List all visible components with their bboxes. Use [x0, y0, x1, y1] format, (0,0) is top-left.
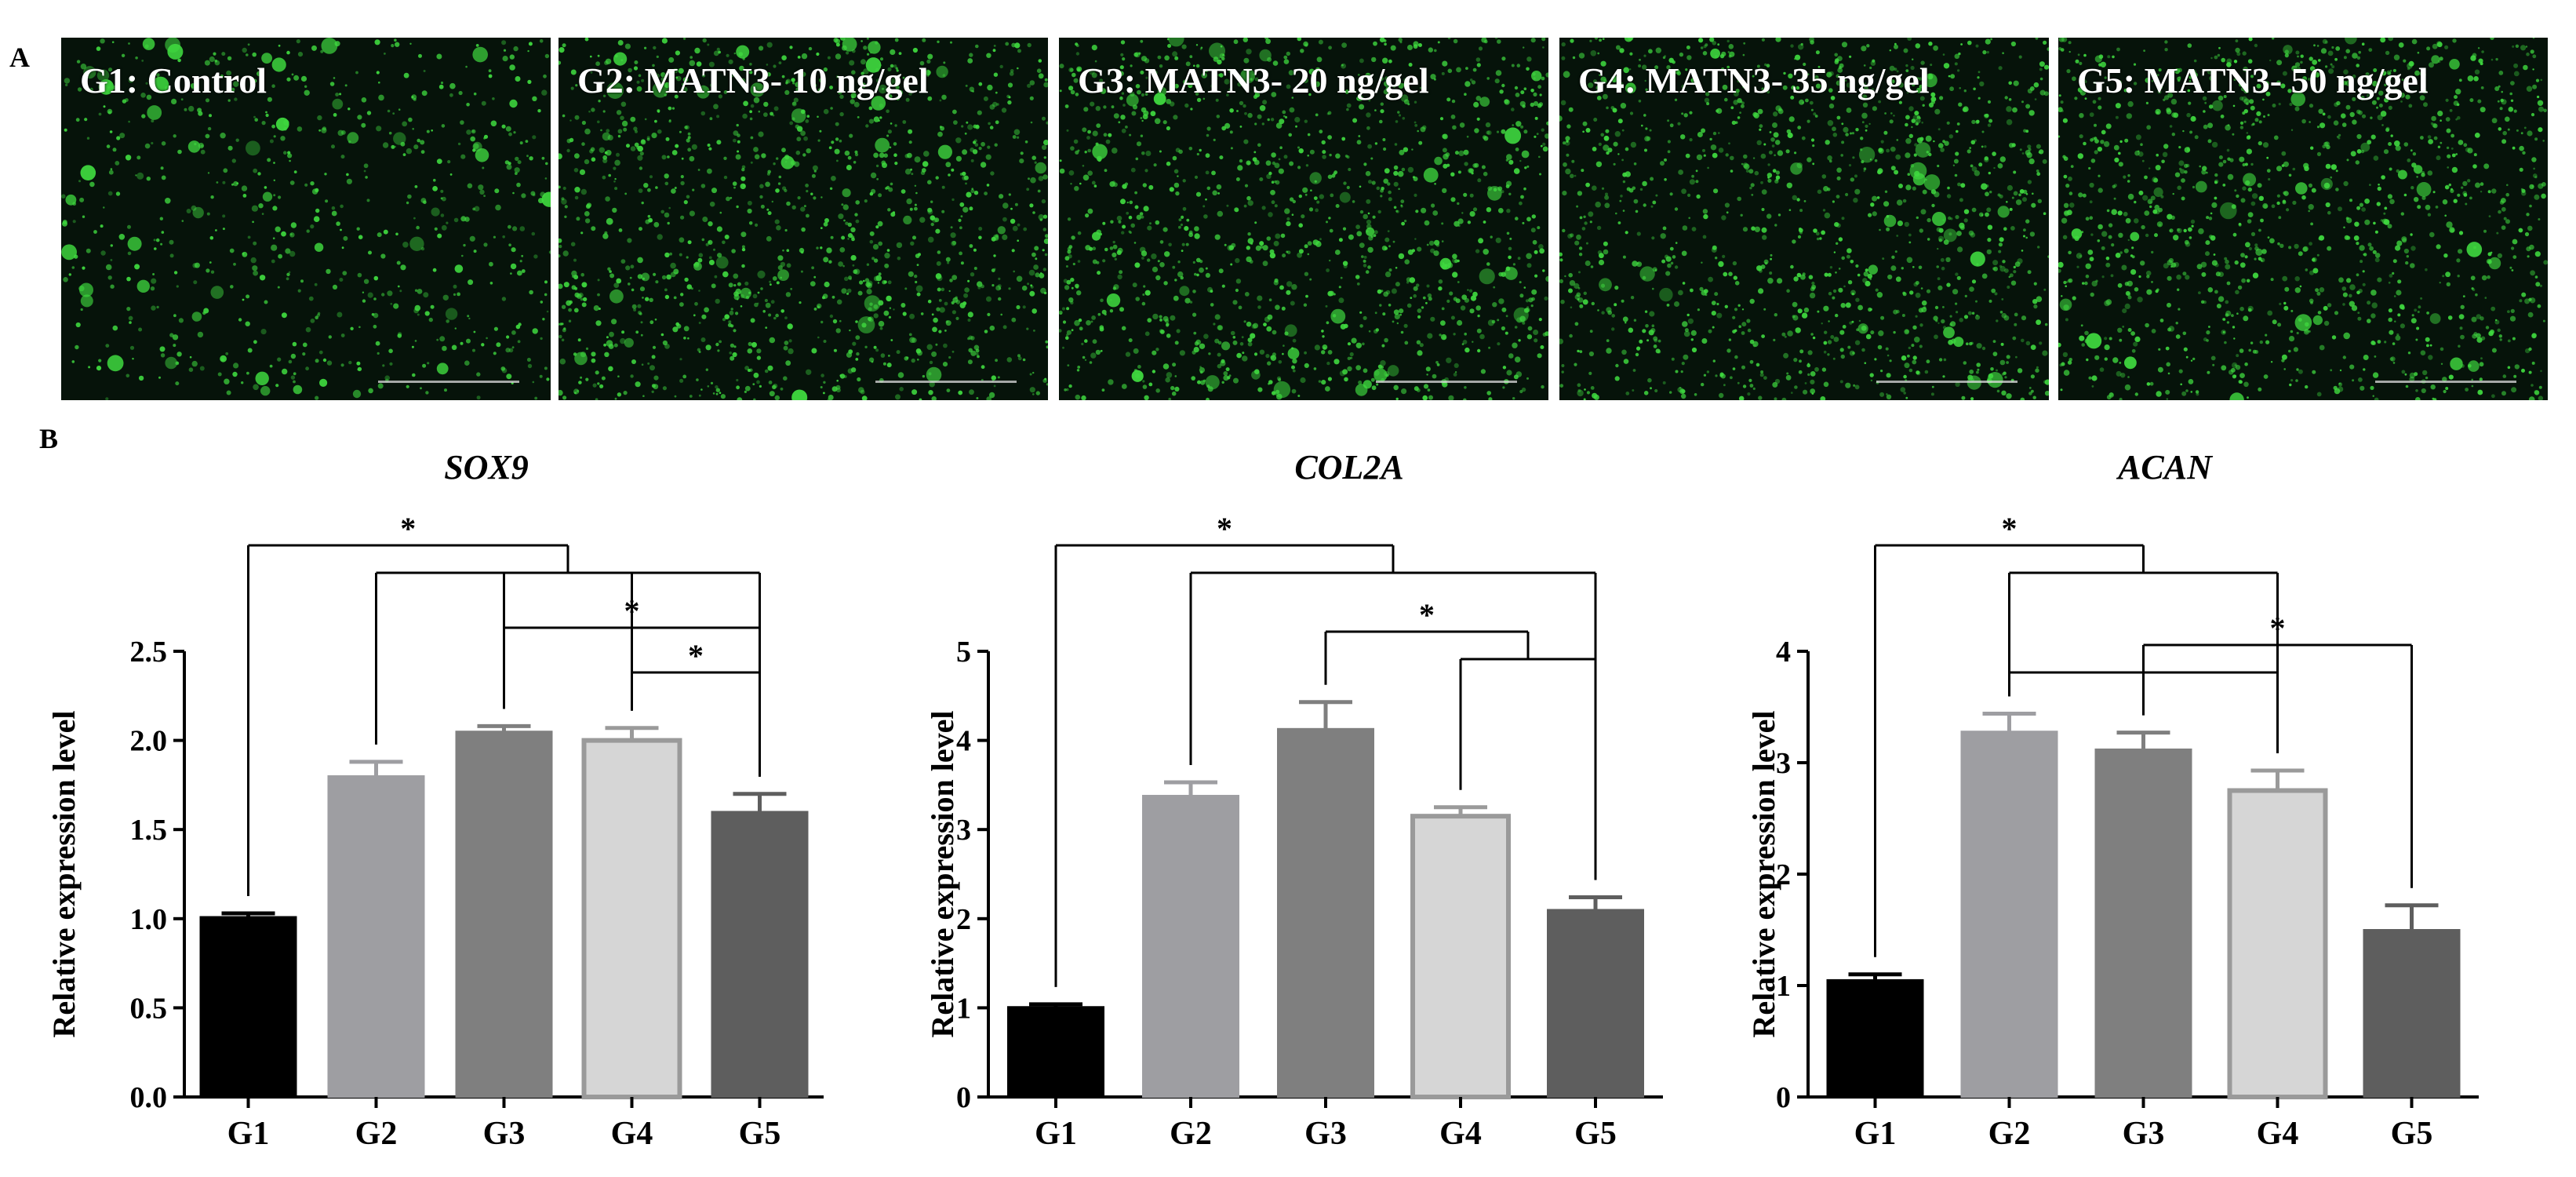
bar-g5 [711, 811, 809, 1098]
significance-bracket: * [2008, 610, 2413, 888]
y-tick-label: 1.0 [130, 903, 168, 936]
bar-g3 [2094, 748, 2192, 1099]
y-tick-label: 2.0 [130, 725, 168, 758]
y-tick-label: 1.5 [130, 814, 168, 847]
x-tick-label: G4 [611, 1116, 653, 1152]
x-tick-label: G5 [2391, 1116, 2433, 1152]
y-axis-label: Relative expression level [925, 711, 960, 1038]
bar-g1 [1007, 1006, 1104, 1099]
y-tick-label: 5 [956, 636, 971, 669]
panel-a-letter: A [9, 42, 30, 73]
bar-g1 [1826, 978, 1924, 1099]
fluorescent-cells-image [558, 38, 1048, 400]
significance-star: * [688, 638, 704, 673]
x-tick-label: G3 [483, 1116, 526, 1152]
y-tick-label: 2.5 [130, 636, 168, 669]
x-tick-label: G1 [1854, 1116, 1897, 1152]
fluorescent-cells-image [1559, 38, 2049, 400]
bar-chart-sox9: SOX9 Relative expression level 0.0 0.5 1.0 1.… [46, 448, 824, 1152]
y-tick-label: 0 [1776, 1081, 1791, 1114]
chart-title: ACAN [2116, 448, 2214, 486]
scale-bar [2375, 381, 2516, 383]
micrograph-label: G5: MATN3- 50 ng/gel [2077, 60, 2429, 100]
bar-g1 [199, 916, 297, 1098]
y-tick-label: 4 [956, 725, 971, 758]
x-tick-label: G4 [2257, 1116, 2299, 1152]
chart-title: COL2A [1294, 448, 1403, 486]
significance-star: * [624, 593, 640, 629]
y-tick-label: 3 [1776, 747, 1791, 780]
x-tick-label: G2 [355, 1116, 398, 1152]
micrograph-g2: G2: MATN3- 10 ng/gel [558, 38, 1048, 400]
micrograph-label: G4: MATN3- 35 ng/gel [1578, 60, 1930, 100]
scale-bar [875, 381, 1017, 383]
x-tick-label: G4 [1439, 1116, 1482, 1152]
micrograph-g4: G4: MATN3- 35 ng/gel [1559, 38, 2049, 400]
significance-star: * [1217, 511, 1232, 546]
y-tick-label: 2 [1776, 858, 1791, 891]
y-tick-label: 1 [1776, 970, 1791, 1003]
y-tick-label: 0.0 [130, 1081, 168, 1114]
significance-bracket: * [1874, 511, 2279, 957]
scale-bar [1376, 381, 1517, 383]
fluorescent-cells-image [1059, 38, 1548, 400]
y-tick-label: 0 [956, 1081, 971, 1114]
x-tick-label: G3 [1304, 1116, 1347, 1152]
fluorescent-cells-image [61, 38, 551, 400]
x-tick-label: G2 [1988, 1116, 2031, 1152]
micrograph-label: G2: MATN3- 10 ng/gel [577, 60, 929, 100]
y-axis-label: Relative expression level [46, 711, 82, 1038]
bar-g5 [1547, 909, 1644, 1098]
fluorescent-cells-image [2058, 38, 2548, 400]
micrograph-g3: G3: MATN3- 20 ng/gel [1059, 38, 1548, 400]
significance-bracket: * [1324, 597, 1597, 880]
scale-bar [378, 381, 519, 383]
bar-g5 [2363, 929, 2461, 1098]
micrograph-label: G1: Control [80, 60, 267, 100]
y-axis-label: Relative expression level [1746, 711, 1781, 1038]
bar-g3 [1277, 727, 1374, 1098]
bar-g4 [581, 738, 682, 1099]
x-tick-label: G3 [2123, 1116, 2165, 1152]
bar-g4 [1410, 814, 1511, 1100]
panel-b-letter: B [39, 423, 59, 454]
bar-g2 [1142, 795, 1239, 1098]
x-tick-label: G1 [1035, 1116, 1077, 1152]
chart-title: SOX9 [444, 448, 529, 486]
x-tick-label: G2 [1170, 1116, 1212, 1152]
y-tick-label: 0.5 [130, 992, 168, 1025]
significance-bracket: * [631, 638, 761, 777]
bar-g4 [2227, 788, 2328, 1099]
scale-bar [1876, 381, 2018, 383]
micrograph-g1: G1: Control [61, 38, 551, 400]
y-tick-label: 1 [956, 992, 971, 1025]
bar-chart-col2a: COL2A Relative expression level 0 1 2 3 4 5 G1 G2… [925, 448, 1663, 1152]
significance-star: * [400, 511, 416, 546]
x-tick-label: G1 [227, 1116, 270, 1152]
y-tick-label: 4 [1776, 636, 1791, 669]
bar-g2 [327, 775, 425, 1098]
y-tick-label: 2 [956, 903, 971, 936]
significance-star: * [2002, 511, 2018, 546]
x-tick-label: G5 [1574, 1116, 1617, 1152]
bar-chart-acan: ACAN Relative expression level 0 1 2 3 4 G1 G2 G3… [1746, 448, 2479, 1152]
bar-g2 [1960, 731, 2058, 1098]
micrograph-label: G3: MATN3- 20 ng/gel [1078, 60, 1429, 100]
micrograph-g5: G5: MATN3- 50 ng/gel [2058, 38, 2548, 400]
x-tick-label: G5 [739, 1116, 781, 1152]
bar-g3 [455, 731, 553, 1098]
significance-star: * [1419, 597, 1435, 632]
significance-star: * [2270, 610, 2286, 646]
y-tick-label: 3 [956, 814, 971, 847]
